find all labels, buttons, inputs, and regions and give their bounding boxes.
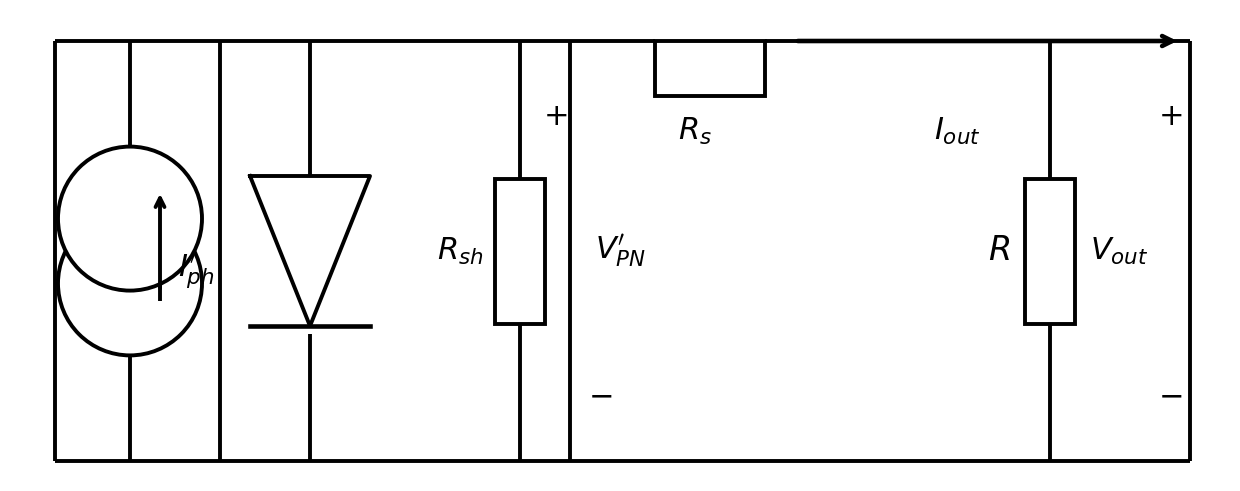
Text: $-$: $-$ (588, 382, 613, 410)
Bar (495, 179, 546, 324)
Text: $-$: $-$ (1158, 382, 1182, 410)
Bar (1025, 179, 1075, 324)
Text: $+$: $+$ (1158, 102, 1182, 131)
Text: $V_{out}$: $V_{out}$ (1090, 236, 1148, 267)
Text: $I^{\prime}_{ph}$: $I^{\prime}_{ph}$ (179, 250, 215, 292)
Text: $I_{out}$: $I_{out}$ (934, 115, 981, 146)
Polygon shape (250, 176, 370, 326)
Text: $R$: $R$ (988, 235, 1011, 268)
Bar (655, 41, 765, 96)
Text: $R_{sh}$: $R_{sh}$ (436, 236, 484, 267)
Text: $R_{s}$: $R_{s}$ (678, 115, 712, 146)
Circle shape (58, 147, 202, 291)
Text: $V^{\prime}_{PN}$: $V^{\prime}_{PN}$ (595, 232, 646, 270)
Text: $+$: $+$ (543, 102, 567, 131)
Circle shape (58, 212, 202, 355)
